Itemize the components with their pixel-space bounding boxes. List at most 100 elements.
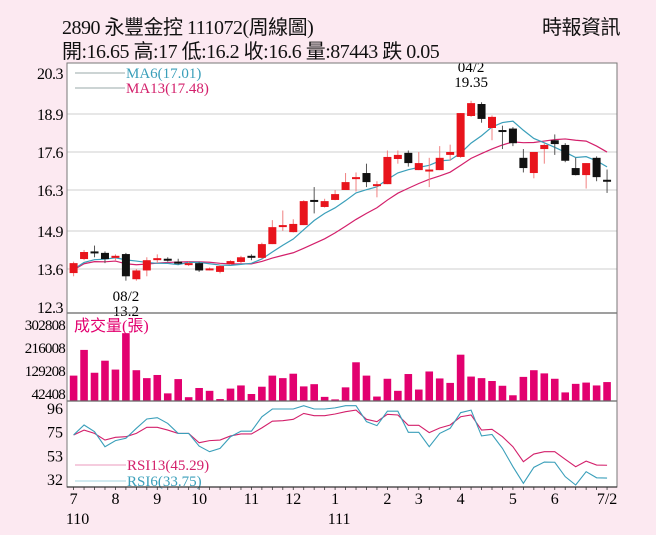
volume-bar — [341, 387, 350, 401]
volume-tick-label: 302808 — [25, 318, 66, 334]
volume-tick-label: 216008 — [25, 341, 66, 357]
volume-bar — [435, 378, 444, 401]
candle-body — [425, 169, 434, 172]
volume-bar — [101, 360, 109, 401]
candle-body — [362, 173, 371, 183]
x-tick-label: 7/2 — [597, 491, 617, 508]
volume-bar — [153, 374, 162, 401]
volume-bar — [425, 371, 434, 401]
candle-body — [216, 266, 225, 272]
volume-bar — [404, 374, 413, 401]
volume-bar — [550, 378, 559, 401]
volume-bar — [467, 376, 475, 401]
candle-body — [488, 116, 496, 128]
candle-body — [341, 182, 350, 190]
candle-body — [519, 157, 528, 169]
candle-body — [508, 128, 517, 144]
candle-body — [111, 255, 120, 258]
candle-body — [195, 263, 204, 271]
volume-bar — [488, 380, 496, 401]
candle-body — [236, 257, 245, 262]
volume-bar — [69, 375, 78, 401]
candle-body — [582, 163, 591, 176]
x-tick-label: 11 — [244, 491, 259, 508]
candle-body — [540, 144, 549, 150]
legend-ma13: MA13(17.48) — [126, 81, 209, 97]
candle-body — [174, 261, 183, 264]
volume-bar — [195, 387, 203, 401]
volume-bar — [592, 385, 601, 401]
price-tick-label: 16.3 — [37, 183, 64, 200]
high-date-label: 04/2 — [458, 60, 485, 76]
candle-body — [121, 254, 130, 277]
low-date-label: 08/2 — [113, 289, 140, 305]
volume-bar — [530, 370, 538, 401]
price-tick-label: 12.3 — [37, 300, 64, 317]
volume-bar — [132, 370, 141, 401]
candle-body — [404, 152, 413, 164]
year-label: 111 — [328, 511, 351, 528]
candle-body — [446, 151, 455, 155]
candle-body — [226, 261, 235, 265]
volume-bar — [571, 383, 580, 401]
volume-bar — [143, 378, 151, 401]
volume-bar — [414, 389, 423, 401]
rsi-tick-label: 32 — [47, 472, 63, 489]
candle-body — [550, 140, 559, 145]
candle-body — [372, 184, 381, 187]
candle-body — [331, 194, 340, 200]
high-value-label: 19.35 — [454, 75, 488, 91]
candle-body — [205, 268, 214, 271]
rsi6-line — [73, 405, 608, 486]
price-tick-label: 18.9 — [37, 107, 64, 124]
volume-bar — [373, 396, 381, 401]
candle-body — [132, 270, 141, 280]
rsi13-line — [73, 409, 608, 468]
volume-bar — [258, 386, 266, 401]
volume-bar — [247, 394, 256, 401]
volume-bar — [320, 396, 329, 401]
volume-bar — [237, 385, 245, 401]
candle-body — [268, 227, 277, 245]
source-label: 時報資訊 — [542, 17, 621, 39]
volume-bar — [519, 376, 528, 401]
chart-title: 2890 永豐金控 111072(周線圖) — [62, 17, 314, 39]
candle-body — [310, 199, 319, 202]
candle-body — [414, 163, 423, 171]
candle-body — [289, 223, 298, 233]
candle-body — [467, 103, 476, 116]
x-tick-label: 12 — [285, 491, 301, 508]
volume-bar — [603, 382, 611, 401]
volume-bar — [268, 375, 277, 401]
quote-summary: 開:16.65 高:17 低:16.2 收:16.6 量:87443 跌 0.0… — [62, 41, 440, 63]
volume-bar — [184, 397, 193, 401]
price-tick-label: 13.6 — [37, 262, 64, 279]
candle-body — [100, 252, 109, 260]
price-tick-label: 14.9 — [37, 224, 64, 241]
volume-bar — [582, 382, 590, 401]
candle-body — [153, 258, 162, 261]
candle-body — [184, 263, 193, 266]
volume-bar — [279, 378, 287, 401]
candle-body — [69, 263, 78, 274]
volume-bar — [331, 399, 339, 401]
x-tick-label: 5 — [509, 491, 517, 508]
volume-bar — [90, 372, 99, 401]
candle-body — [299, 201, 308, 226]
x-tick-label: 3 — [415, 491, 423, 508]
volume-bar — [310, 384, 318, 401]
volume-bar — [174, 379, 182, 401]
volume-tick-label: 129208 — [25, 364, 66, 380]
volume-bar — [446, 382, 454, 401]
volume-bar — [163, 393, 172, 401]
candle-body — [498, 130, 507, 133]
volume-bar — [299, 386, 308, 401]
candle-body — [592, 157, 601, 178]
volume-bar — [540, 373, 549, 401]
candle-body — [142, 260, 151, 271]
volume-bar — [352, 362, 360, 401]
volume-bar — [111, 369, 120, 401]
volume-bar — [383, 378, 392, 401]
volume-bar — [394, 390, 402, 401]
